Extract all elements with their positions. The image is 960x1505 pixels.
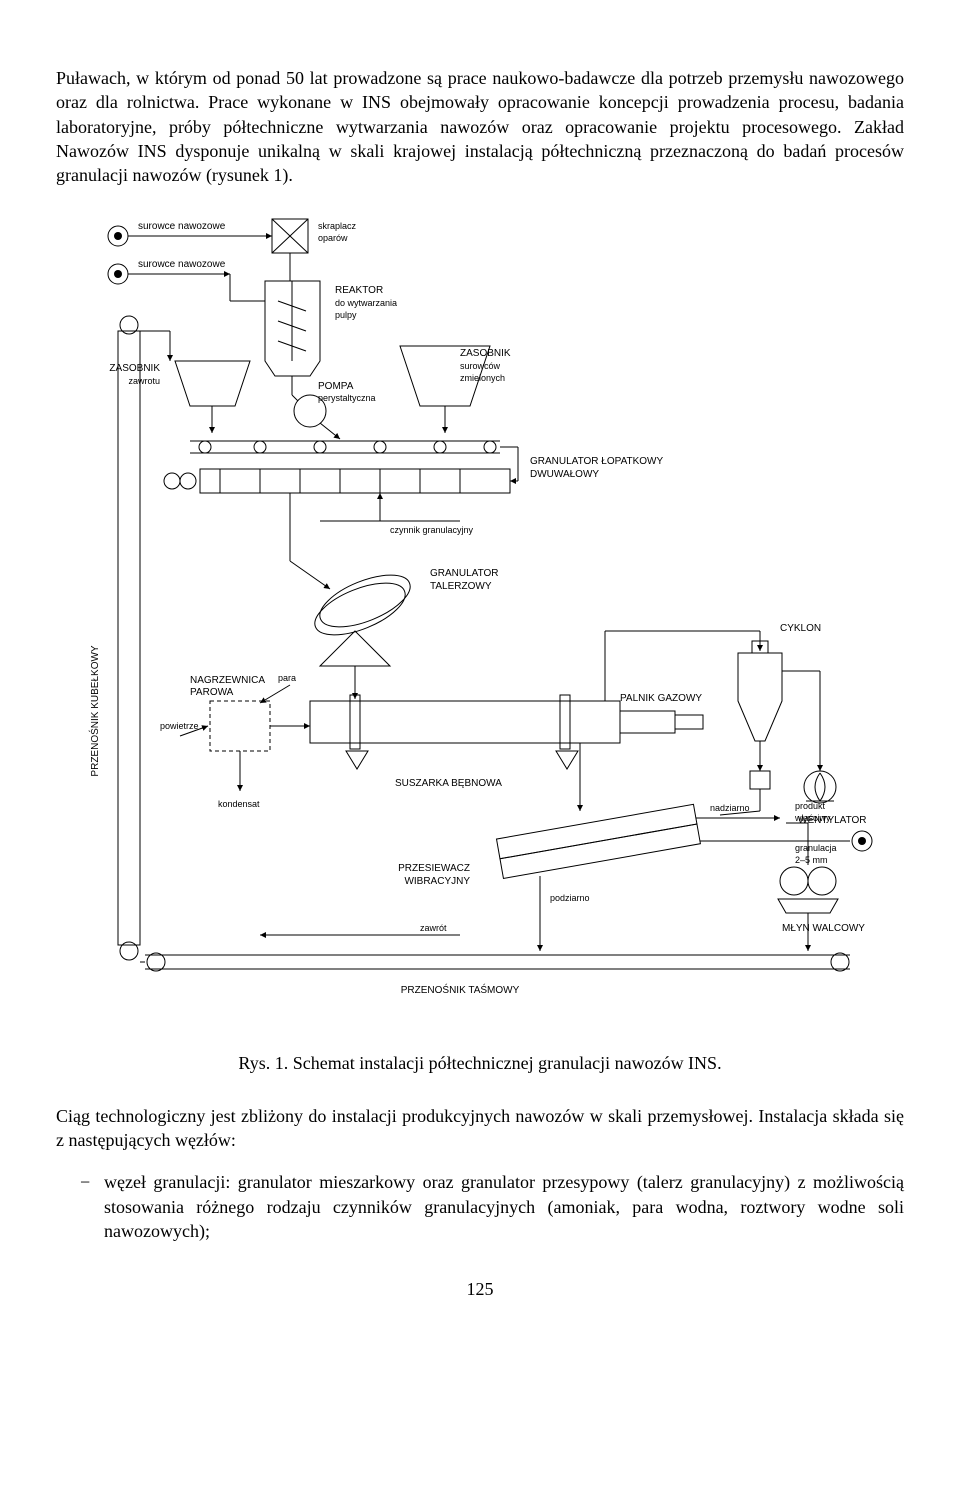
- label-produkt1: produkt: [795, 801, 826, 811]
- label-palnik: PALNIK GAZOWY: [620, 693, 702, 704]
- label-gran-lop2: DWUWAŁOWY: [530, 469, 599, 480]
- przenosnik-kubelkowy-icon: [118, 316, 170, 960]
- figure-container: surowce nawozowe surowce nawozowe skrapl…: [56, 211, 904, 1031]
- granulator-talerzowy-icon: [308, 565, 417, 667]
- label-zawrot: zawrót: [420, 923, 447, 933]
- label-czynnik: czynnik granulacyjny: [390, 525, 474, 535]
- label-zasobnik-zawrotu1: ZASOBNIK: [109, 363, 160, 374]
- palnik-icon: [620, 711, 703, 733]
- suszarka-icon: [310, 695, 620, 769]
- label-przesiewacz1: PRZESIEWACZ: [398, 863, 470, 874]
- label-podziarno: podziarno: [550, 893, 590, 903]
- label-gran-lop1: GRANULATOR ŁOPATKOWY: [530, 456, 663, 467]
- zasobnik-zawrotu-icon: [175, 361, 250, 433]
- label-suszarka: SUSZARKA BĘBNOWA: [395, 778, 502, 789]
- label-cyklon: CYKLON: [780, 623, 821, 634]
- label-zasobnik-sur3: zmielonych: [460, 373, 505, 383]
- label-reaktor3: pulpy: [335, 310, 357, 320]
- label-pompa1: POMPA: [318, 381, 354, 392]
- label-przen-kubel: PRZENOŚNIK KUBEŁKOWY: [88, 646, 101, 777]
- label-nagrz2: PAROWA: [190, 687, 234, 698]
- label-produkt4: 2–5 mm: [795, 855, 828, 865]
- label-surowce-2: surowce nawozowe: [138, 259, 226, 270]
- label-skraplacz2: oparów: [318, 233, 348, 243]
- label-produkt3: granulacja: [795, 843, 837, 853]
- label-gran-tal1: GRANULATOR: [430, 568, 499, 579]
- bullet-item-1: − węzeł granulacji: granulator mieszarko…: [80, 1170, 904, 1243]
- label-reaktor2: do wytwarzania: [335, 298, 397, 308]
- label-produkt2: właściwy: [794, 813, 831, 823]
- granulator-lopatkowy-icon: [164, 469, 510, 493]
- label-zasobnik-zawrotu2: zawrotu: [128, 376, 160, 386]
- label-przesiewacz2: WIBRACYJNY: [404, 876, 470, 887]
- label-gran-tal2: TALERZOWY: [430, 581, 492, 592]
- label-para: para: [278, 673, 296, 683]
- paragraph-1: Puławach, w którym od ponad 50 lat prowa…: [56, 66, 904, 187]
- bullet-text-1: węzeł granulacji: granulator mieszarkowy…: [104, 1170, 904, 1243]
- conveyor-1-icon: [190, 441, 500, 453]
- zasobnik-surowcow-icon: [400, 346, 490, 433]
- paragraph-2: Ciąg technologiczny jest zbliżony do ins…: [56, 1104, 904, 1153]
- mlyn-icon: [778, 867, 838, 913]
- label-surowce-1: surowce nawozowe: [138, 221, 226, 232]
- label-nagrz1: NAGRZEWNICA: [190, 675, 265, 686]
- label-kondensat: kondensat: [218, 799, 260, 809]
- przenosnik-tasmowy-icon: [145, 953, 850, 971]
- label-zasobnik-sur2: surowców: [460, 361, 501, 371]
- label-zasobnik-sur1: ZASOBNIK: [460, 348, 511, 359]
- label-pompa2: perystaltyczna: [318, 393, 376, 403]
- label-reaktor1: REAKTOR: [335, 285, 383, 296]
- figure-caption: Rys. 1. Schemat instalacji półtechniczne…: [56, 1051, 904, 1075]
- label-powietrze: powietrze: [160, 721, 199, 731]
- page-number: 125: [56, 1277, 904, 1301]
- cyklon-icon: [738, 641, 782, 741]
- label-skraplacz: skraplacz: [318, 221, 357, 231]
- label-mlyn: MŁYN WALCOWY: [782, 923, 865, 934]
- process-diagram: surowce nawozowe surowce nawozowe skrapl…: [60, 211, 900, 1031]
- label-nadziarno: nadziarno: [710, 803, 750, 813]
- przesiewacz-icon: [497, 805, 701, 879]
- nagrzewnica-icon: [210, 701, 270, 751]
- label-przen-tasm: PRZENOŚNIK TAŚMOWY: [401, 983, 520, 996]
- wentylator-icon: [804, 771, 836, 803]
